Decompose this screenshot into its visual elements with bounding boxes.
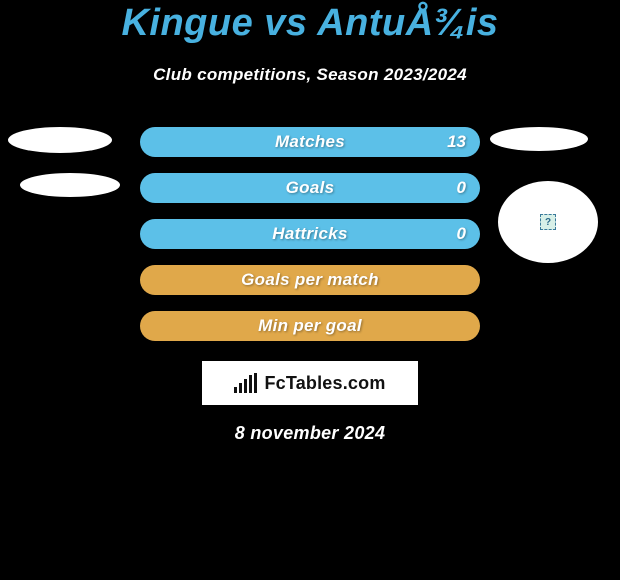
page-title: Kingue vs AntuÅ¾is [0, 2, 620, 45]
stat-row: Min per goal [0, 311, 620, 341]
stat-label: Goals [286, 178, 335, 198]
stat-label: Matches [275, 132, 345, 152]
stat-value: 0 [457, 178, 466, 198]
stat-pill: Min per goal [140, 311, 480, 341]
stats-area: ? Matches13Goals0Hattricks0Goals per mat… [0, 127, 620, 341]
date-label: 8 november 2024 [0, 423, 620, 444]
page-subtitle: Club competitions, Season 2023/2024 [0, 65, 620, 85]
stat-pill: Goals 0 [140, 173, 480, 203]
stat-value: 0 [457, 224, 466, 244]
stat-row: Hattricks 0 [0, 219, 620, 249]
stat-pill: Matches 13 [140, 127, 480, 157]
stat-value: 13 [447, 132, 466, 152]
stat-pill: Hattricks 0 [140, 219, 480, 249]
stat-pill: Goals per match [140, 265, 480, 295]
footer-logo: FcTables.com [202, 361, 418, 405]
bar-chart-icon [234, 373, 258, 393]
footer-logo-text: FcTables.com [264, 373, 385, 394]
stat-label: Hattricks [272, 224, 347, 244]
stat-label: Min per goal [258, 316, 362, 336]
stat-row: Goals 0 [0, 173, 620, 203]
stat-row: Matches 13 [0, 127, 620, 157]
stat-label: Goals per match [241, 270, 379, 290]
stat-row: Goals per match [0, 265, 620, 295]
